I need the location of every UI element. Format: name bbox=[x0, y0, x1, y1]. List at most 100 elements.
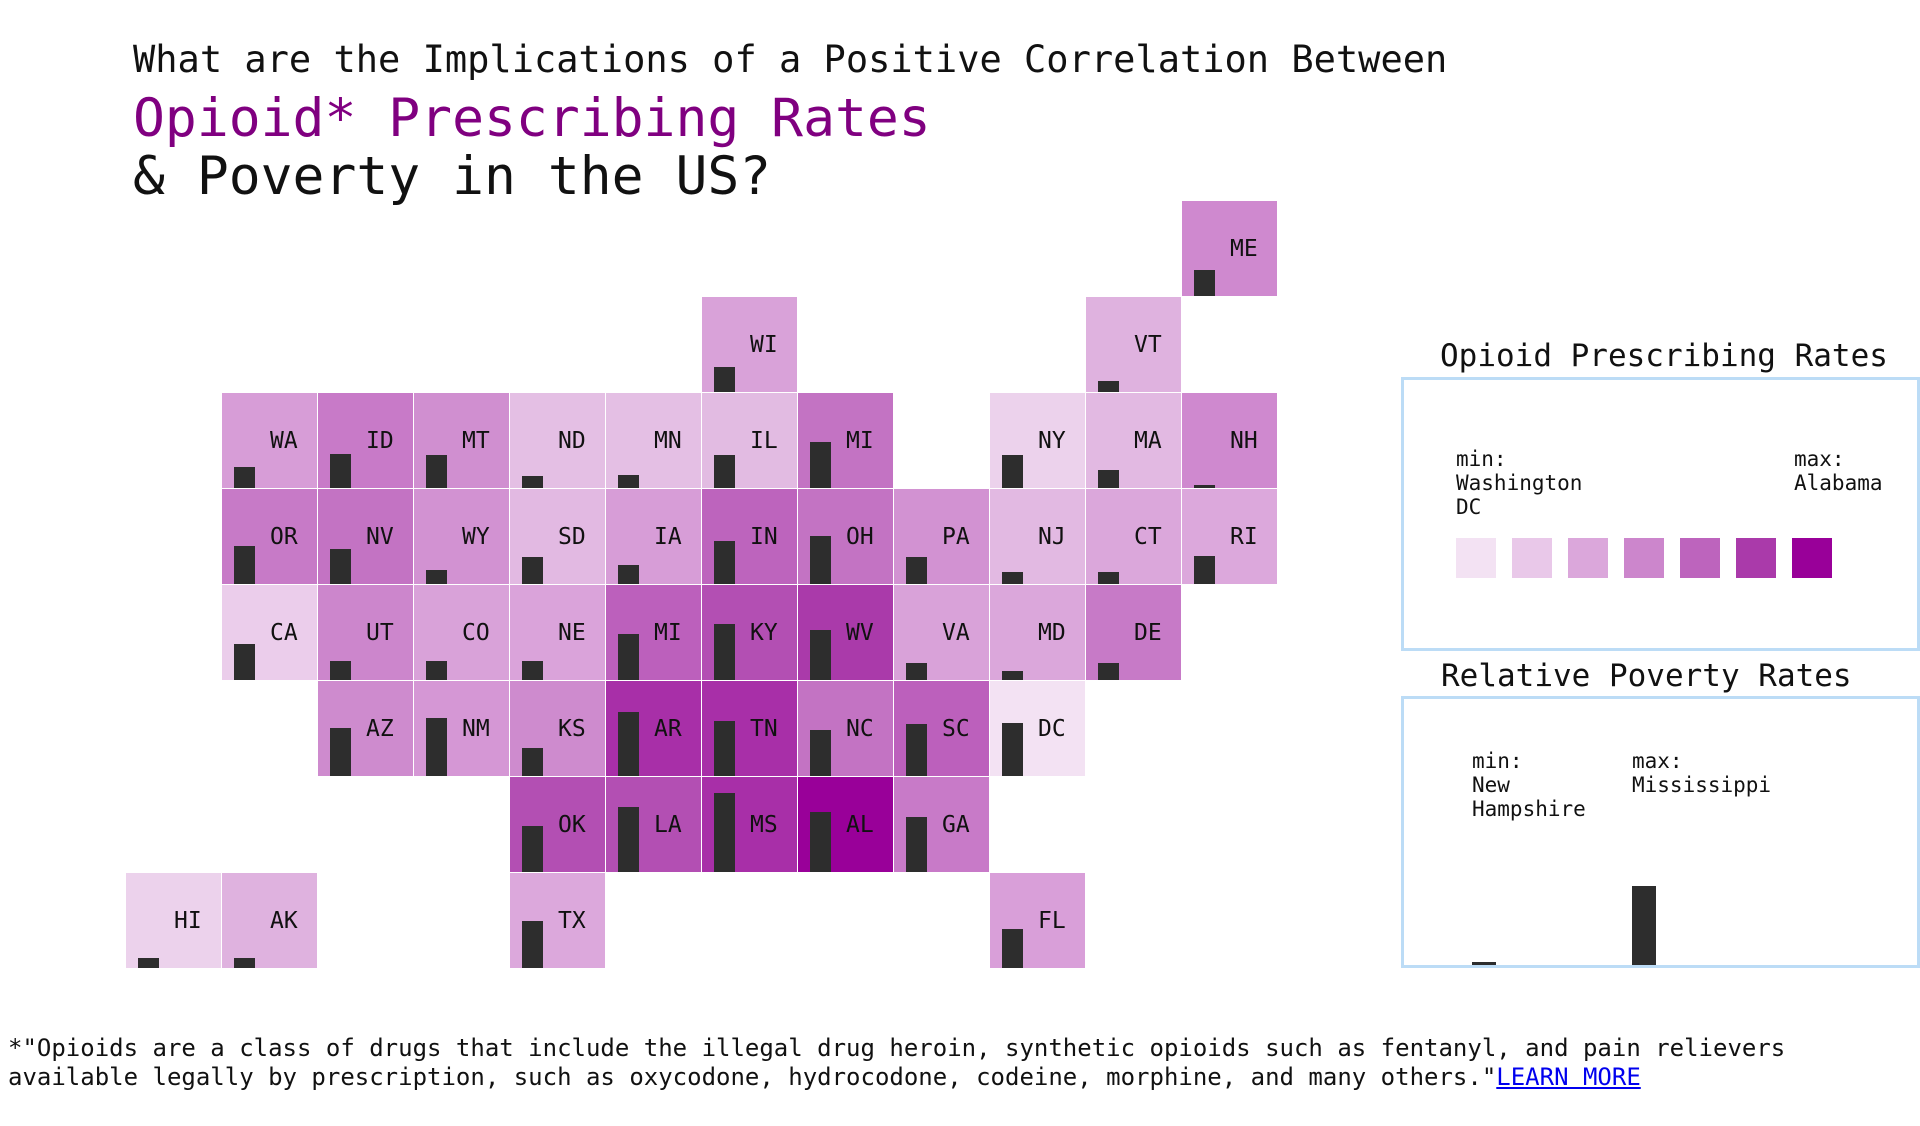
poverty-bar bbox=[426, 661, 447, 680]
state-label: IL bbox=[750, 427, 778, 454]
poverty-bar bbox=[522, 557, 543, 584]
state-tile-ri: RI bbox=[1182, 489, 1277, 584]
state-label: CA bbox=[270, 619, 298, 646]
state-label: KS bbox=[558, 715, 586, 742]
poverty-bar bbox=[810, 730, 831, 776]
state-tile-or: OR bbox=[222, 489, 317, 584]
poverty-legend-min-label: min: New Hampshire bbox=[1472, 749, 1586, 821]
opioid-swatch-3 bbox=[1568, 538, 1608, 578]
opioid-legend-max-label: max: Alabama bbox=[1794, 447, 1883, 495]
poverty-bar bbox=[330, 661, 351, 680]
state-label: CT bbox=[1134, 523, 1162, 550]
state-label: TN bbox=[750, 715, 778, 742]
state-label: MD bbox=[1038, 619, 1066, 646]
state-tile-nc: NC bbox=[798, 681, 893, 776]
state-label: IN bbox=[750, 523, 778, 550]
state-tile-mi: MI bbox=[606, 585, 701, 680]
poverty-bar bbox=[522, 921, 543, 968]
state-label: UT bbox=[366, 619, 394, 646]
opioid-legend-title: Opioid Prescribing Rates bbox=[1440, 338, 1888, 374]
state-label: OR bbox=[270, 523, 298, 550]
state-tile-pa: PA bbox=[894, 489, 989, 584]
poverty-bar bbox=[714, 367, 735, 392]
poverty-bar bbox=[234, 546, 255, 584]
state-label: VA bbox=[942, 619, 970, 646]
state-tile-wi: WI bbox=[702, 297, 797, 392]
poverty-bar bbox=[714, 721, 735, 776]
opioid-swatch-4 bbox=[1624, 538, 1664, 578]
state-tile-ak: AK bbox=[222, 873, 317, 968]
state-tile-sd: SD bbox=[510, 489, 605, 584]
state-label: LA bbox=[654, 811, 682, 838]
state-label: AK bbox=[270, 907, 298, 934]
state-label: SD bbox=[558, 523, 586, 550]
state-tile-ct: CT bbox=[1086, 489, 1181, 584]
state-tile-ok: OK bbox=[510, 777, 605, 872]
state-tile-ar: AR bbox=[606, 681, 701, 776]
state-label: DC bbox=[1038, 715, 1066, 742]
poverty-bar bbox=[522, 748, 543, 776]
state-label: ME bbox=[1230, 235, 1258, 262]
poverty-bar bbox=[810, 536, 831, 584]
state-label: WI bbox=[750, 331, 778, 358]
state-tile-ma: MA bbox=[1086, 393, 1181, 488]
poverty-bar bbox=[618, 565, 639, 584]
state-tile-nj: NJ bbox=[990, 489, 1085, 584]
state-tile-hi: HI bbox=[126, 873, 221, 968]
state-label: ND bbox=[558, 427, 586, 454]
state-tile-al: AL bbox=[798, 777, 893, 872]
state-tile-wa: WA bbox=[222, 393, 317, 488]
state-label: WA bbox=[270, 427, 298, 454]
poverty-legend-title: Relative Poverty Rates bbox=[1441, 658, 1852, 694]
state-tile-oh: OH bbox=[798, 489, 893, 584]
poverty-bar bbox=[714, 455, 735, 488]
poverty-bar bbox=[810, 812, 831, 872]
state-label: NM bbox=[462, 715, 490, 742]
poverty-bar bbox=[906, 663, 927, 680]
poverty-bar bbox=[522, 826, 543, 872]
poverty-bar bbox=[330, 454, 351, 488]
poverty-legend-max-label: max: Mississippi bbox=[1632, 749, 1772, 797]
poverty-bar bbox=[1002, 723, 1023, 776]
state-label: ID bbox=[366, 427, 394, 454]
state-label: NJ bbox=[1038, 523, 1066, 550]
state-label: SC bbox=[942, 715, 970, 742]
poverty-bar bbox=[522, 661, 543, 680]
state-label: AZ bbox=[366, 715, 394, 742]
poverty-bar bbox=[906, 557, 927, 584]
state-label: AL bbox=[846, 811, 874, 838]
opioid-swatch-1 bbox=[1456, 538, 1496, 578]
state-label: MN bbox=[654, 427, 682, 454]
poverty-bar bbox=[618, 634, 639, 680]
poverty-bar bbox=[618, 475, 639, 488]
learn-more-link[interactable]: LEARN MORE bbox=[1496, 1063, 1641, 1091]
poverty-bar bbox=[906, 724, 927, 776]
poverty-bar bbox=[1098, 470, 1119, 488]
state-label: NC bbox=[846, 715, 874, 742]
state-label: VT bbox=[1134, 331, 1162, 358]
poverty-bar bbox=[1002, 929, 1023, 968]
state-label: DE bbox=[1134, 619, 1162, 646]
state-label: MI bbox=[654, 619, 682, 646]
opioid-swatch-5 bbox=[1680, 538, 1720, 578]
state-label: RI bbox=[1230, 523, 1258, 550]
poverty-bar bbox=[1002, 671, 1023, 680]
poverty-bar bbox=[522, 476, 543, 488]
poverty-bar bbox=[234, 958, 255, 968]
state-tile-va: VA bbox=[894, 585, 989, 680]
state-label: OH bbox=[846, 523, 874, 550]
poverty-max-bar bbox=[1632, 886, 1656, 965]
state-label: MI bbox=[846, 427, 874, 454]
poverty-bar bbox=[330, 728, 351, 776]
state-label: WV bbox=[846, 619, 874, 646]
title-line-1: What are the Implications of a Positive … bbox=[133, 38, 1448, 81]
state-tile-mn: MN bbox=[606, 393, 701, 488]
opioid-swatch-7 bbox=[1792, 538, 1832, 578]
poverty-bar bbox=[1098, 572, 1119, 584]
state-label: IA bbox=[654, 523, 682, 550]
poverty-bar bbox=[618, 712, 639, 776]
opioid-legend-min-label: min: Washington DC bbox=[1456, 447, 1583, 519]
state-tile-mt: MT bbox=[414, 393, 509, 488]
footnote: *"Opioids are a class of drugs that incl… bbox=[8, 1034, 1913, 1092]
poverty-bar bbox=[714, 541, 735, 584]
